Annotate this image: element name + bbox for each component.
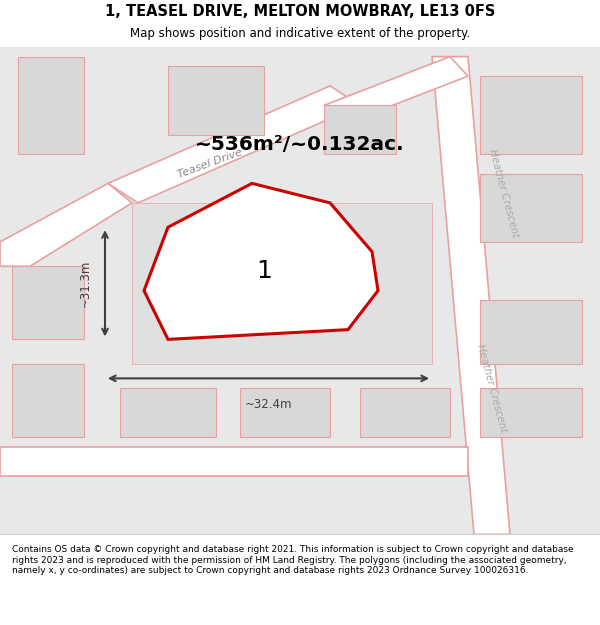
Text: Heather Crescent: Heather Crescent xyxy=(475,342,509,434)
Text: Map shows position and indicative extent of the property.: Map shows position and indicative extent… xyxy=(130,28,470,40)
Polygon shape xyxy=(324,106,396,154)
Polygon shape xyxy=(18,57,84,154)
Polygon shape xyxy=(120,388,216,437)
Text: Heather Crescent: Heather Crescent xyxy=(487,148,521,239)
Polygon shape xyxy=(144,183,378,339)
Text: Teasel Drive: Teasel Drive xyxy=(176,148,244,180)
Polygon shape xyxy=(480,388,582,437)
Text: 1: 1 xyxy=(256,259,272,283)
Polygon shape xyxy=(0,183,132,266)
Text: ~32.4m: ~32.4m xyxy=(245,398,292,411)
Text: ~31.3m: ~31.3m xyxy=(79,259,92,307)
Polygon shape xyxy=(480,301,582,364)
Polygon shape xyxy=(12,266,84,339)
Polygon shape xyxy=(240,388,330,437)
Polygon shape xyxy=(108,86,360,203)
Polygon shape xyxy=(480,76,582,154)
Polygon shape xyxy=(324,57,468,125)
Polygon shape xyxy=(480,174,582,242)
Polygon shape xyxy=(12,364,84,437)
Polygon shape xyxy=(132,203,432,364)
Text: Contains OS data © Crown copyright and database right 2021. This information is : Contains OS data © Crown copyright and d… xyxy=(12,545,574,575)
Polygon shape xyxy=(0,447,468,476)
Polygon shape xyxy=(360,388,450,437)
Text: ~536m²/~0.132ac.: ~536m²/~0.132ac. xyxy=(195,135,405,154)
Polygon shape xyxy=(168,66,264,134)
Text: 1, TEASEL DRIVE, MELTON MOWBRAY, LE13 0FS: 1, TEASEL DRIVE, MELTON MOWBRAY, LE13 0F… xyxy=(105,4,495,19)
Polygon shape xyxy=(432,57,510,534)
